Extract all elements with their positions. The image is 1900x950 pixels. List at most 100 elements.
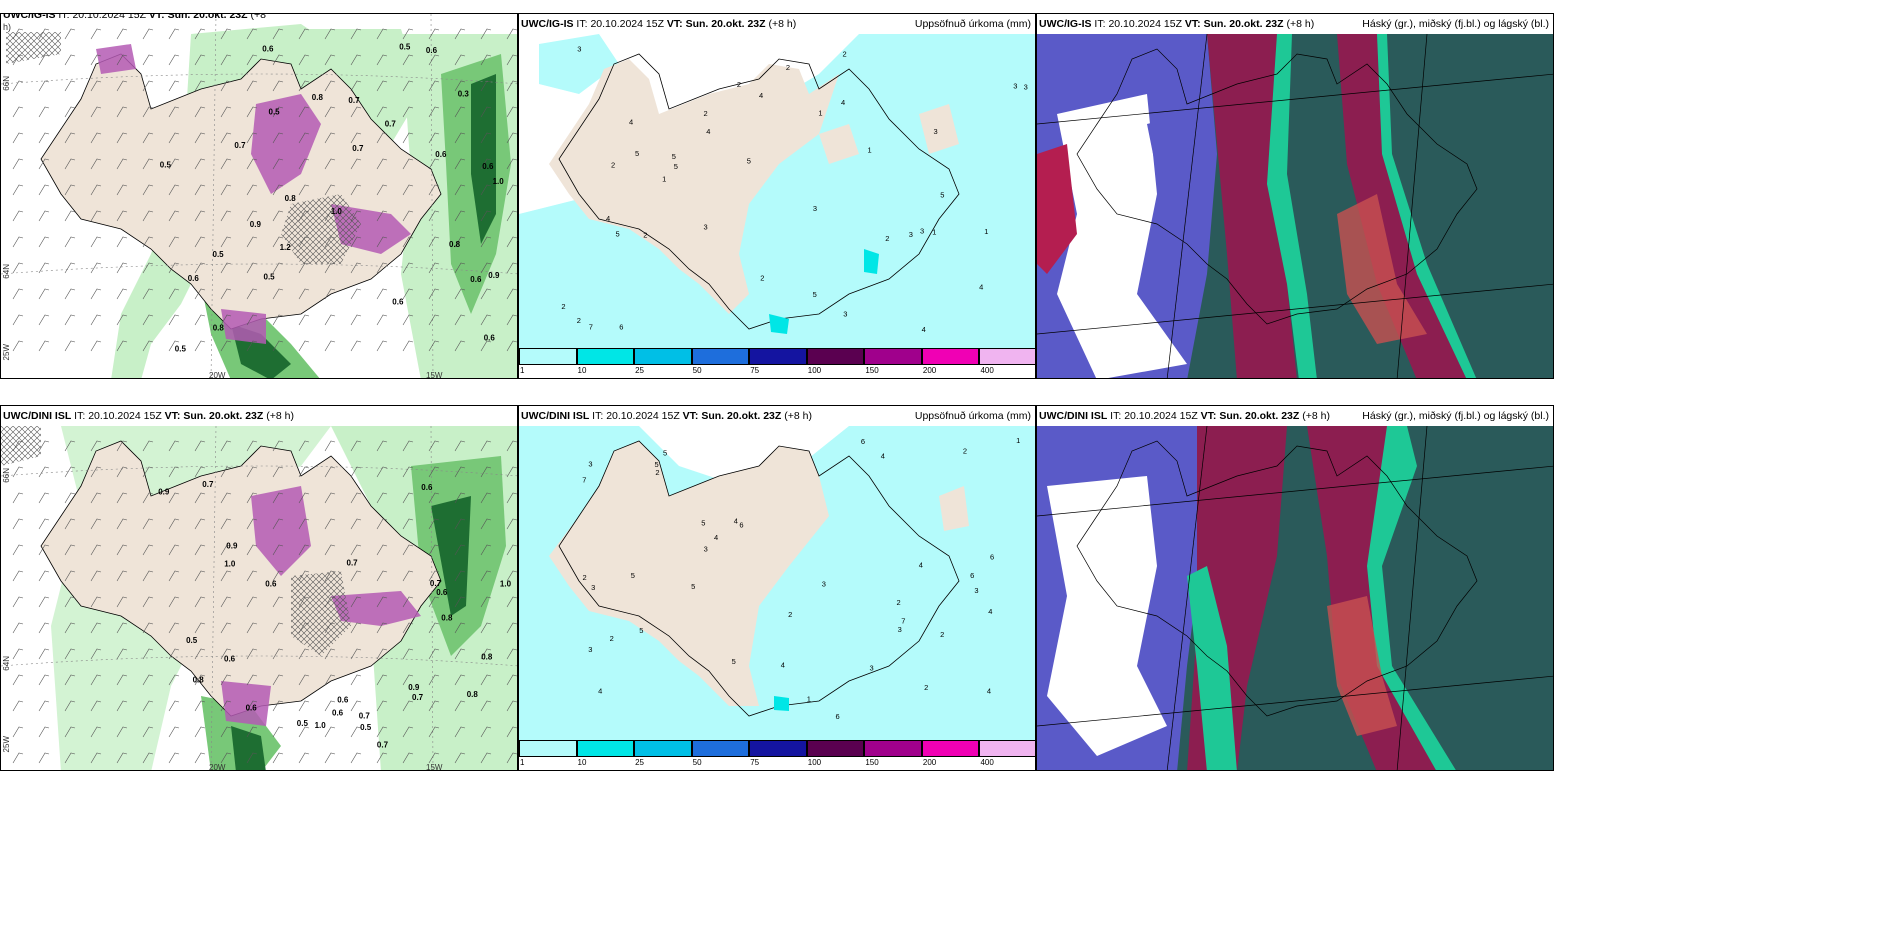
wind-barb — [272, 262, 284, 274]
wind-barb — [350, 54, 362, 66]
colorbar-swatch — [921, 348, 980, 365]
wind-barb — [454, 596, 466, 608]
value-label: 0.6 — [470, 275, 482, 284]
wind-barb — [350, 466, 362, 478]
value-label: 0.7 — [348, 96, 360, 105]
value-label: 0.7 — [430, 579, 442, 588]
wind-barb — [12, 236, 24, 248]
wind-barb — [246, 210, 258, 222]
wind-barb — [402, 674, 414, 686]
wind-barb — [272, 106, 284, 118]
wind-barb — [506, 80, 517, 92]
wind-barb — [194, 440, 206, 452]
wind-barb — [64, 158, 76, 170]
wind-barb — [298, 622, 310, 634]
wind-barb — [246, 28, 258, 40]
wind-barb — [272, 674, 284, 686]
wind-barb — [194, 622, 206, 634]
wind-barb — [64, 132, 76, 144]
wind-barb — [506, 518, 517, 530]
value-label: 1 — [984, 227, 988, 236]
value-label: 3 — [822, 580, 826, 589]
colorbar-swatch — [519, 740, 577, 757]
wind-barb — [142, 544, 154, 556]
value-label: 0.9 — [408, 683, 420, 692]
wind-barb — [116, 314, 128, 326]
wind-barb — [506, 440, 517, 452]
wind-barb — [116, 570, 128, 582]
wind-barb — [272, 726, 284, 738]
colorbar-label: 1 — [520, 366, 525, 375]
value-label: 0.6 — [426, 46, 438, 55]
wind-barb — [272, 54, 284, 66]
colorbar-swatch — [519, 348, 577, 365]
wind-barb — [116, 752, 128, 764]
wind-barb — [12, 158, 24, 170]
wind-barb — [298, 262, 310, 274]
wind-barb — [220, 674, 232, 686]
colorbar-swatch — [979, 740, 1035, 757]
value-label: 1 — [932, 228, 936, 237]
wind-barb — [428, 288, 440, 300]
wind-barb — [38, 184, 50, 196]
wind-barb — [506, 106, 517, 118]
value-label: 0.5 — [175, 345, 187, 354]
wind-barb — [12, 80, 24, 92]
value-label: 0.7 — [352, 144, 364, 153]
lon-label-25w: 25W — [2, 736, 11, 753]
wind-barb — [350, 492, 362, 504]
wind-barb — [376, 518, 388, 530]
wind-barb — [116, 158, 128, 170]
wind-barb — [298, 314, 310, 326]
wind-barb — [480, 466, 492, 478]
value-label: 2 — [963, 446, 967, 455]
wind-barb — [12, 492, 24, 504]
wind-barb — [376, 106, 388, 118]
value-label: 3 — [577, 44, 581, 53]
colorbar-swatch — [806, 348, 865, 365]
colorbar-swatch — [576, 740, 635, 757]
wind-barb — [350, 622, 362, 634]
value-label: 3 — [588, 460, 592, 469]
wind-barb — [272, 622, 284, 634]
wind-barb — [506, 184, 517, 196]
colorbar-label: 1 — [520, 758, 525, 767]
value-label: 0.6 — [332, 708, 344, 717]
wind-barb — [506, 262, 517, 274]
wind-barb — [64, 492, 76, 504]
wind-barb — [38, 622, 50, 634]
wind-barb — [64, 106, 76, 118]
panel-variable-title: Háský (gr.), miðský (fj.bl.) og lágský (… — [1358, 14, 1549, 34]
wind-barb — [116, 210, 128, 222]
panel-title: UWC/DINI ISL IT: 20.10.2024 15Z VT: Sun.… — [1, 406, 517, 426]
wind-barb — [376, 80, 388, 92]
wind-barb — [480, 492, 492, 504]
wind-barb — [220, 132, 232, 144]
value-label: 0.8 — [481, 652, 493, 661]
value-label: 5 — [701, 519, 705, 528]
wind-barb — [350, 262, 362, 274]
panel-title: UWC/DINI ISL IT: 20.10.2024 15Z VT: Sun.… — [519, 406, 1035, 426]
value-label: 4 — [922, 325, 926, 334]
wind-barb — [402, 28, 414, 40]
value-label: 2 — [843, 50, 847, 59]
wind-barb — [428, 106, 440, 118]
wind-barb — [12, 622, 24, 634]
wind-barb — [324, 596, 336, 608]
wind-barb — [168, 106, 180, 118]
wind-barb — [142, 700, 154, 712]
wind-barb — [64, 544, 76, 556]
wind-barb — [246, 596, 258, 608]
wind-barb — [246, 340, 258, 352]
wind-barb — [324, 158, 336, 170]
wind-barb — [480, 518, 492, 530]
value-label: 0.8 — [449, 240, 461, 249]
wind-barb — [168, 726, 180, 738]
wind-barb — [376, 28, 388, 40]
value-label: 0.6 — [421, 483, 433, 492]
wind-barb — [38, 726, 50, 738]
value-label: 4 — [598, 687, 602, 696]
wind-barb — [142, 440, 154, 452]
wind-barb — [90, 648, 102, 660]
wind-barb — [506, 210, 517, 222]
